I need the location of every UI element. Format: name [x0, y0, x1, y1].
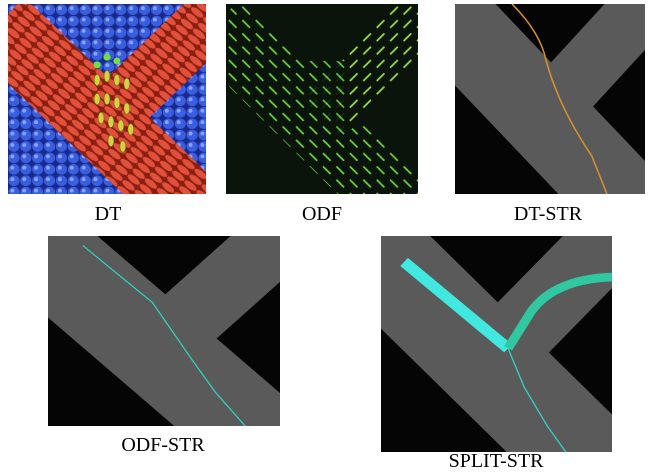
caption: SPLIT-STR [396, 450, 596, 473]
split-str-panel [381, 236, 612, 452]
dt-str-panel [455, 4, 645, 194]
caption: DT [8, 203, 208, 226]
figure: DT ODF DT-STR ODF-STR SPLIT-STR [0, 0, 651, 474]
odf-str-panel [48, 236, 280, 426]
caption: ODF-STR [63, 434, 263, 457]
dt-panel [8, 4, 206, 194]
caption: DT-STR [448, 203, 648, 226]
caption: ODF [222, 203, 422, 226]
odf-panel [226, 4, 418, 194]
